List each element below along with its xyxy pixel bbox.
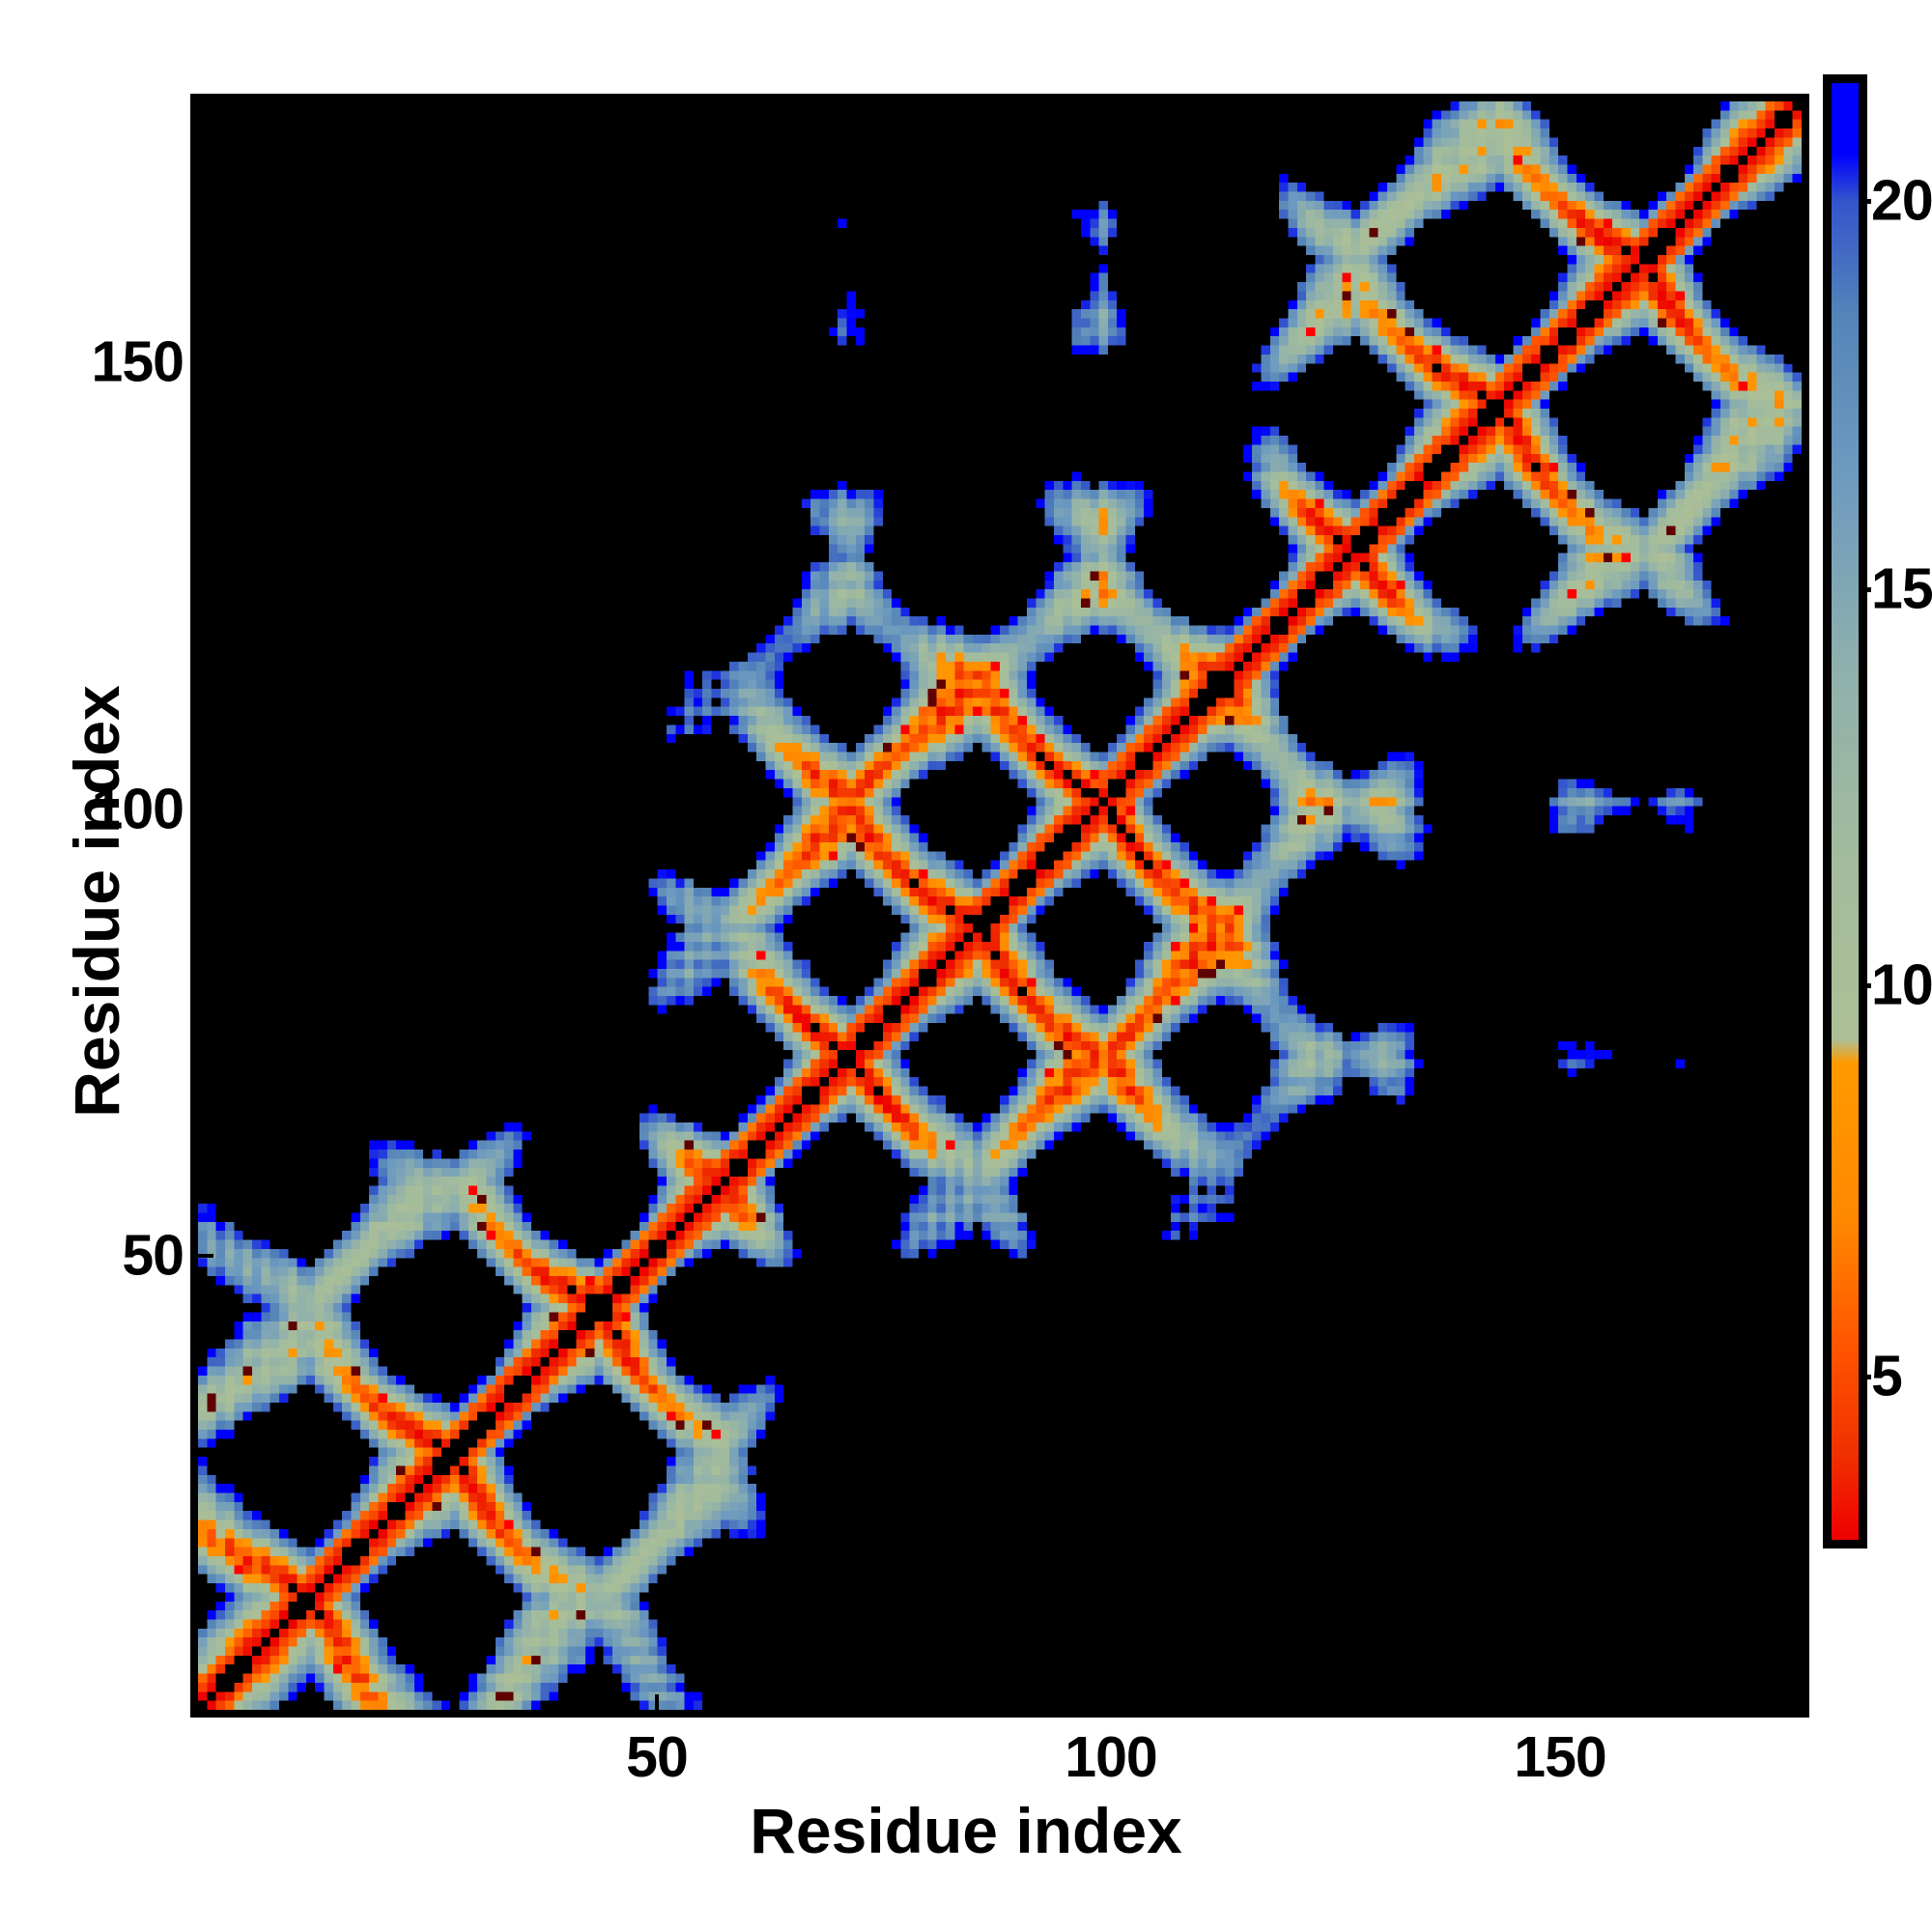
x-tick-mark xyxy=(1109,1694,1113,1710)
colorbar-tick-mark xyxy=(1859,587,1871,592)
distance-map-heatmap xyxy=(198,101,1802,1710)
x-tick-mark xyxy=(1109,101,1113,117)
x-tick-mark xyxy=(1558,1694,1562,1710)
x-tick-mark xyxy=(655,1694,659,1710)
x-tick-label: 100 xyxy=(1065,1725,1157,1789)
y-tick-label: 100 xyxy=(91,777,185,841)
x-axis-label: Residue index xyxy=(750,1795,1182,1866)
y-tick-mark xyxy=(198,1254,213,1258)
colorbar-tick-mark xyxy=(1859,1375,1871,1379)
y-tick-label: 50 xyxy=(122,1223,185,1288)
x-tick-mark xyxy=(1558,101,1562,117)
y-tick-mark xyxy=(1786,360,1802,364)
y-tick-mark xyxy=(1786,808,1802,811)
y-tick-mark xyxy=(198,360,213,364)
x-tick-mark xyxy=(655,101,659,117)
colorbar-tick-label: 5 xyxy=(1871,1344,1903,1408)
colorbar-tick-mark xyxy=(1859,199,1871,204)
x-tick-label: 150 xyxy=(1514,1725,1606,1789)
colorbar-gradient xyxy=(1832,83,1859,1540)
y-tick-mark xyxy=(198,808,213,811)
x-tick-label: 50 xyxy=(626,1725,689,1789)
colorbar-tick-label: 10 xyxy=(1871,952,1932,1017)
y-axis-label: Residue index xyxy=(61,685,132,1118)
y-tick-label: 150 xyxy=(91,329,185,394)
colorbar-tick-label: 15 xyxy=(1871,556,1932,621)
colorbar-tick-mark xyxy=(1859,983,1871,988)
y-tick-mark xyxy=(1786,1254,1802,1258)
colorbar-tick-label: 20 xyxy=(1871,168,1932,233)
